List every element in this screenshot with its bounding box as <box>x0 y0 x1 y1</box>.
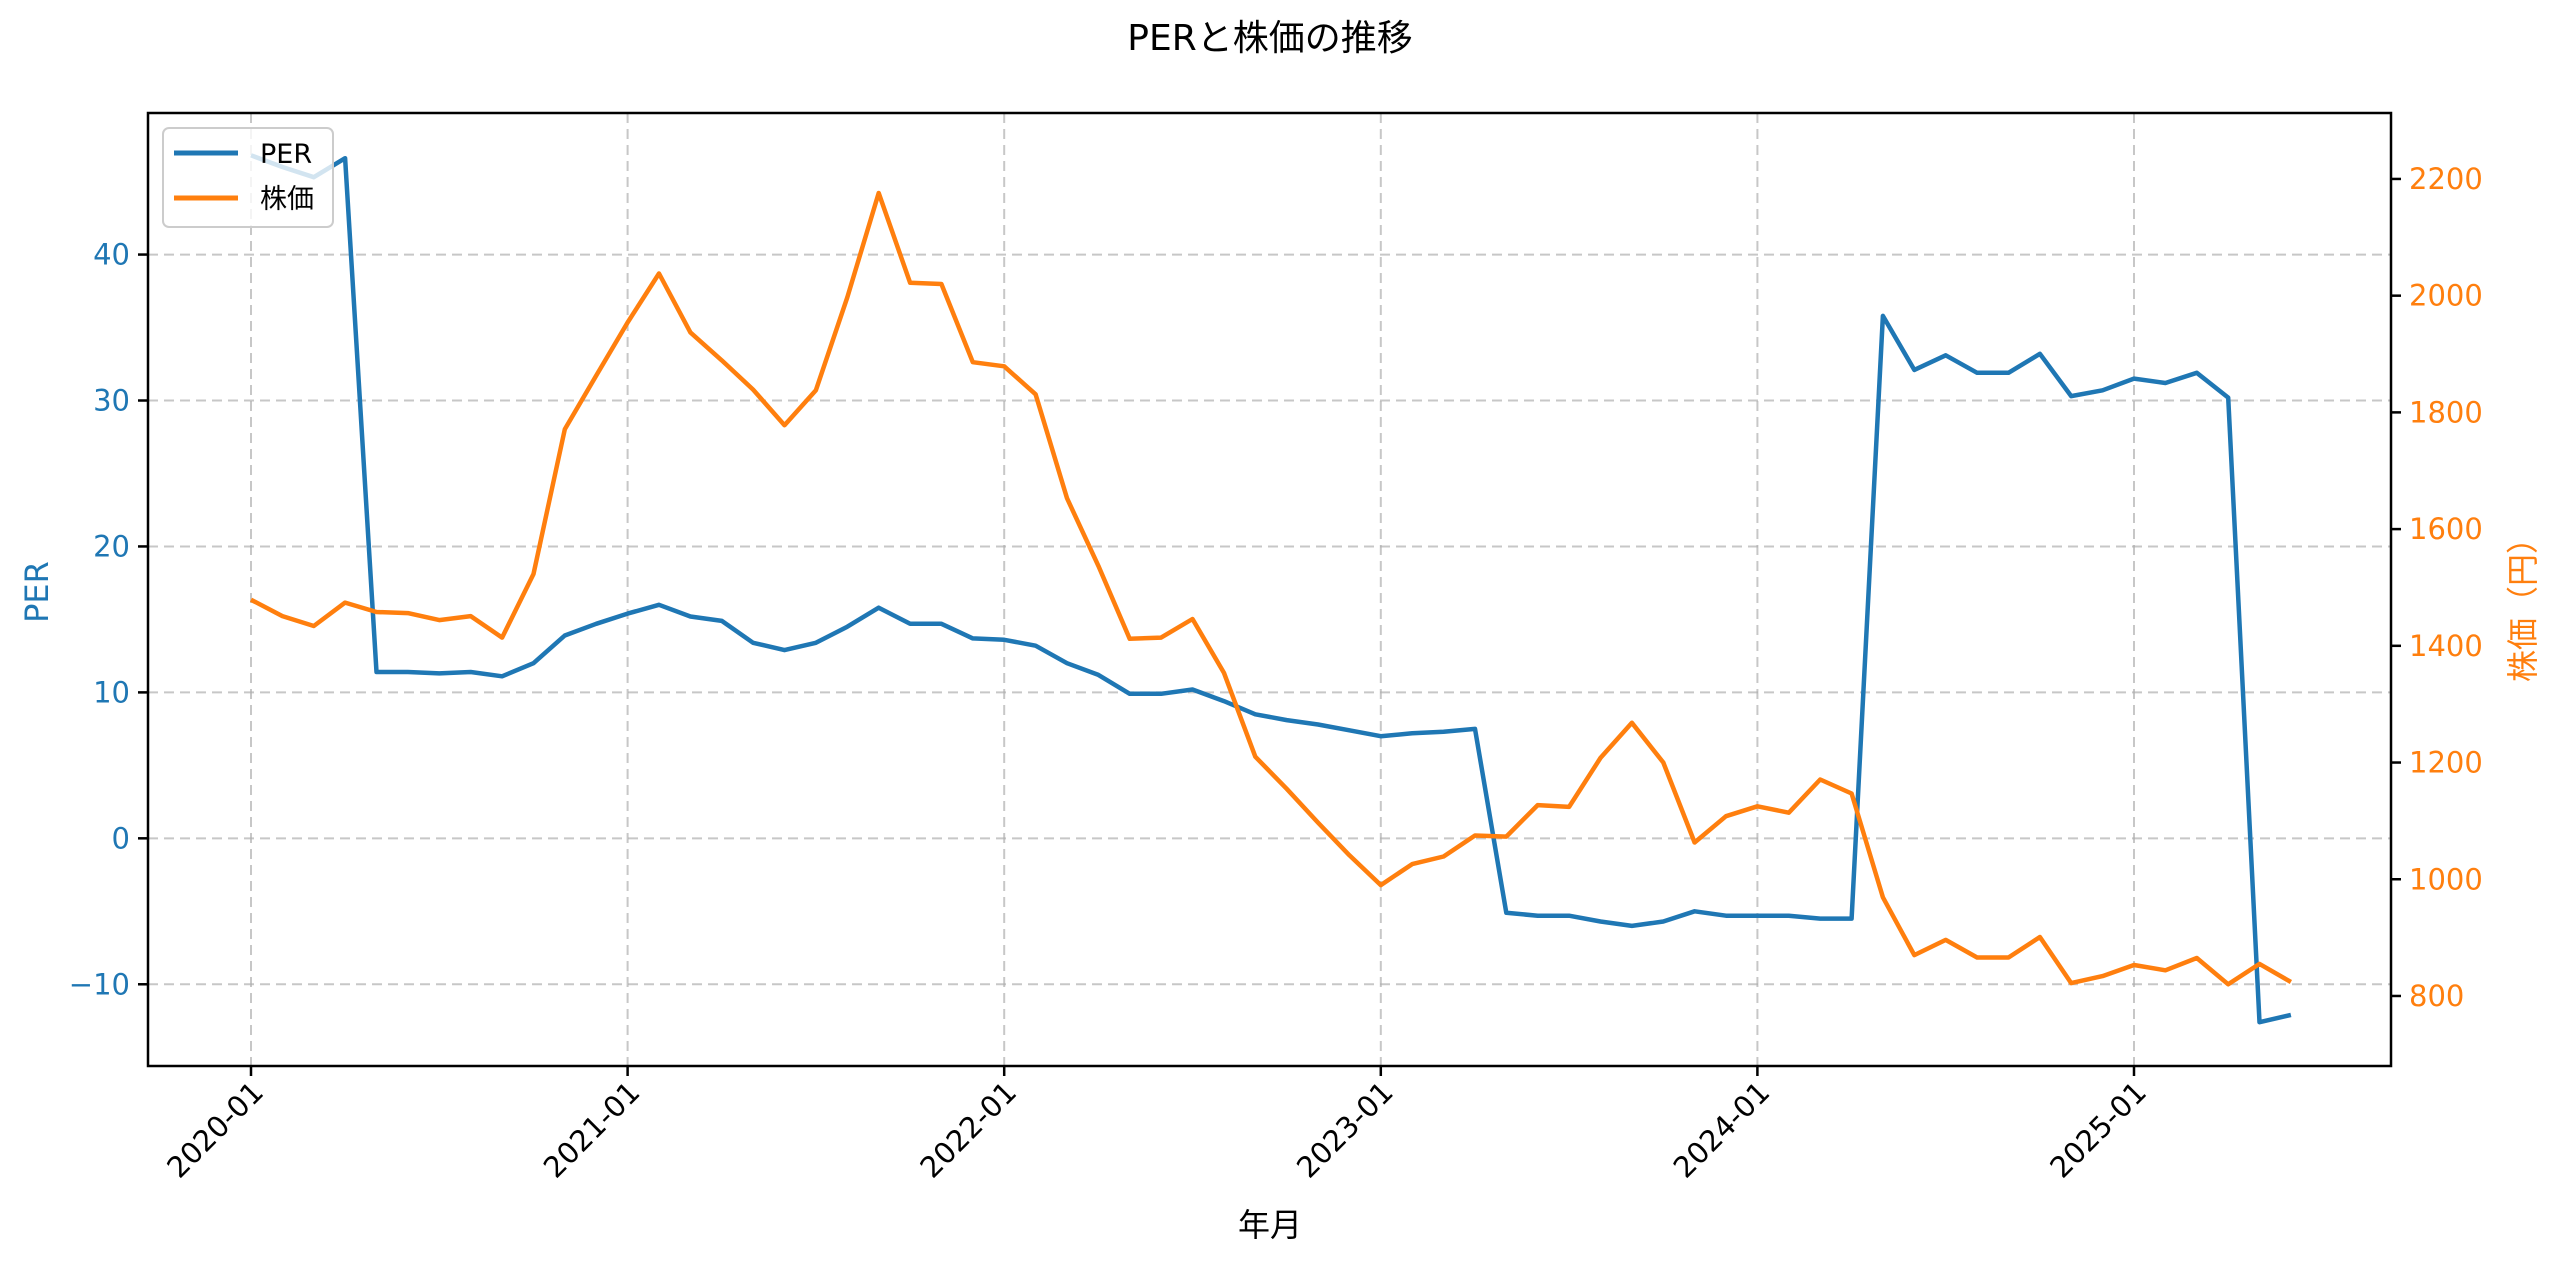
right-tick-label: 1200 <box>2409 746 2483 780</box>
plot-frame <box>146 111 2393 1068</box>
x-tick-label: 2021-01 <box>537 1075 647 1185</box>
right-tick-label: 1600 <box>2409 512 2483 546</box>
right-tick-label: 1800 <box>2409 395 2483 429</box>
left-tick-label: 20 <box>93 529 130 563</box>
left-y-axis: −10 0 10 20 30 40 <box>69 238 148 1001</box>
x-tick-label: 2022-01 <box>913 1075 1023 1185</box>
x-tick-label: 2020-01 <box>160 1075 270 1185</box>
per-line <box>250 153 2292 1025</box>
legend-per-label: PER <box>260 139 312 170</box>
legend-price-label: 株価 <box>260 184 314 215</box>
chart-title: PERと株価の推移 <box>1127 18 1412 59</box>
right-tick-label: 1400 <box>2409 629 2483 663</box>
left-tick-label: 0 <box>112 821 130 855</box>
price-line <box>249 190 2293 987</box>
right-tick-label: 2000 <box>2409 279 2483 313</box>
left-axis-label: PER <box>18 561 56 623</box>
legend: PER 株価 <box>162 127 334 228</box>
x-tick-label: 2025-01 <box>2043 1075 2153 1185</box>
right-y-axis: 800 1000 1200 1400 1600 1800 2000 2200 <box>2391 162 2483 1013</box>
plot-series <box>249 153 2293 1025</box>
x-tick-label: 2024-01 <box>1667 1075 1777 1185</box>
left-tick-label: 40 <box>93 238 130 272</box>
left-tick-label: 30 <box>93 384 130 418</box>
right-axis-label: 株価（円） <box>2504 522 2542 682</box>
left-tick-label: −10 <box>69 967 130 1001</box>
right-tick-label: 2200 <box>2409 162 2483 196</box>
x-tick-label: 2023-01 <box>1290 1075 1400 1185</box>
x-axis-label: 年月 <box>1238 1206 1302 1244</box>
left-tick-label: 10 <box>93 675 130 709</box>
right-tick-label: 800 <box>2409 979 2464 1013</box>
right-tick-label: 1000 <box>2409 862 2483 896</box>
grid-lines <box>148 113 2391 1066</box>
x-axis: 2020-01 2021-01 2022-01 2023-01 2024-01 2025-… <box>160 1066 2153 1185</box>
